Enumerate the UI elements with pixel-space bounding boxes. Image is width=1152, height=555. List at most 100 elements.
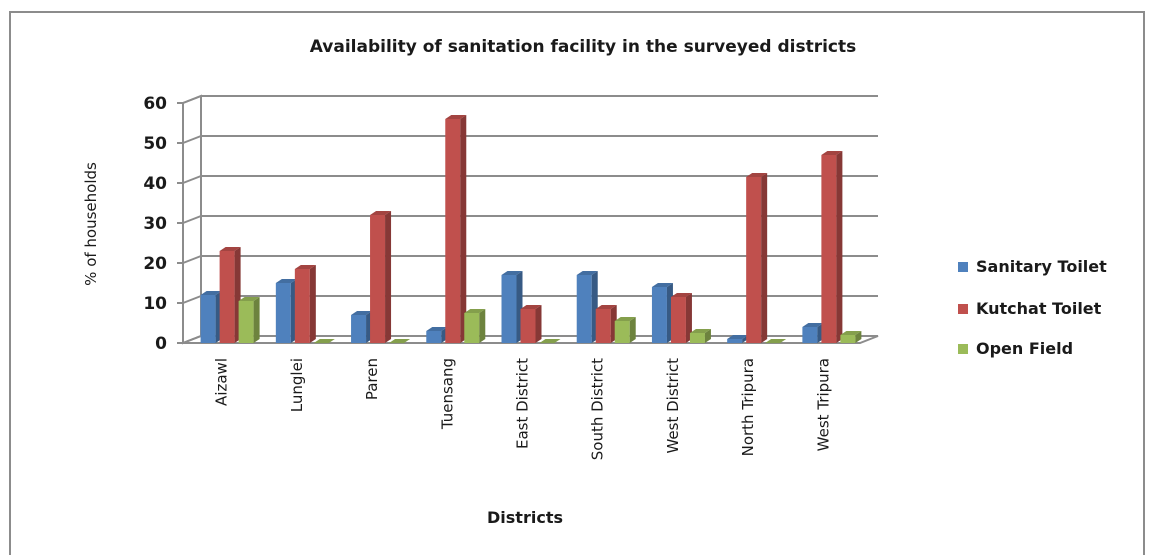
bar-kutchat-toilet [219, 247, 241, 343]
bar-front [501, 275, 517, 343]
bar-open-field [614, 317, 636, 343]
gridline-side [182, 255, 202, 264]
bar-front [746, 177, 762, 343]
bar-kutchat-toilet [595, 305, 617, 343]
legend: Sanitary Toilet Kutchat Toilet Open Field [958, 257, 1107, 358]
bar-front [840, 335, 856, 343]
bar-kutchat-toilet [821, 151, 843, 343]
gridline-side [182, 295, 202, 304]
bar-open-field [464, 309, 486, 343]
x-category-label: West District [664, 358, 682, 454]
bar-front [426, 331, 442, 343]
bar-top [802, 323, 824, 327]
bar-top [651, 283, 673, 287]
bar-front [802, 327, 818, 343]
legend-label: Open Field [976, 339, 1073, 358]
legend-swatch [958, 344, 968, 354]
bar-front [821, 155, 837, 343]
bar-top [840, 331, 862, 335]
gridline-side [182, 135, 202, 144]
bar-front [238, 301, 254, 343]
bar-top [539, 339, 561, 343]
bar-side [761, 173, 768, 343]
x-category-label: East District [514, 358, 532, 449]
y-tick-label: 20 [143, 254, 167, 274]
bar-top [464, 309, 486, 313]
bar-front [464, 313, 480, 343]
bar-sanitary-toilet [426, 327, 448, 343]
bar-top [614, 317, 636, 321]
x-category-label: North Tripura [739, 358, 757, 456]
x-axis-categories: Aizawl Lunglei Paren Tuensang East District S… [213, 358, 833, 460]
bar-front [727, 339, 743, 343]
bar-open-field [689, 329, 711, 343]
bar-sanitary-toilet [351, 311, 373, 343]
x-category-label: Paren [363, 358, 381, 400]
bar-front [614, 321, 630, 343]
legend-swatch [958, 262, 968, 272]
bar-side [629, 317, 636, 343]
bar-side [309, 265, 316, 343]
bar-open-field [238, 297, 260, 343]
bar-side [836, 151, 843, 343]
bar-top [275, 279, 297, 283]
bars [200, 115, 862, 344]
bar-top [219, 247, 241, 251]
bar-top [294, 265, 316, 269]
bar-side [479, 309, 486, 343]
bar-open-field [313, 339, 335, 344]
y-tick-label: 40 [143, 174, 167, 194]
bar-front [576, 275, 592, 343]
bar-side [535, 305, 542, 343]
bar-open-field [389, 339, 411, 344]
x-category-label: Lunglei [288, 358, 306, 412]
bar-top [200, 291, 222, 295]
bar-open-field [539, 339, 561, 344]
bar-open-field [765, 339, 787, 344]
bar-front [651, 287, 667, 343]
bar-sanitary-toilet [651, 283, 673, 343]
bar-sanitary-toilet [501, 271, 523, 343]
bar-side [460, 115, 467, 343]
bar-top [595, 305, 617, 309]
bar-top [313, 339, 335, 343]
x-category-label: Aizawl [213, 358, 231, 406]
bar-top [727, 335, 749, 339]
bar-kutchat-toilet [445, 115, 467, 343]
bar-top [689, 329, 711, 333]
bar-front [351, 315, 367, 343]
bar-sanitary-toilet [200, 291, 222, 343]
bar-front [294, 269, 310, 343]
bar-top [746, 173, 768, 177]
bar-top [520, 305, 542, 309]
legend-label: Sanitary Toilet [976, 257, 1107, 276]
bar-top [389, 339, 411, 343]
bar-top [670, 293, 692, 297]
bar-side [685, 293, 692, 343]
bar-top [351, 311, 373, 315]
bar-top [821, 151, 843, 155]
bar-front [520, 309, 536, 343]
x-category-label: Tuensang [438, 358, 456, 430]
bar-side [704, 329, 711, 343]
x-category-label: South District [589, 358, 607, 460]
bar-top [238, 297, 260, 301]
x-axis-title: Districts [487, 508, 563, 527]
y-tick-label: 50 [143, 134, 167, 154]
y-tick-label: 30 [143, 214, 167, 234]
gridline-side [182, 175, 202, 184]
y-tick-label: 0 [155, 334, 167, 354]
bar-sanitary-toilet [576, 271, 598, 343]
legend-swatch [958, 304, 968, 314]
gridline-side [182, 215, 202, 224]
bar-front [445, 119, 461, 343]
y-axis-ticks: 0 10 20 30 40 50 60 [143, 94, 167, 354]
bar-top [501, 271, 523, 275]
chart-title: Availability of sanitation facility in t… [310, 37, 857, 57]
bar-top [426, 327, 448, 331]
bar-kutchat-toilet [746, 173, 768, 343]
y-tick-label: 60 [143, 94, 167, 114]
bar-front [200, 295, 216, 343]
bar-front [689, 333, 705, 343]
